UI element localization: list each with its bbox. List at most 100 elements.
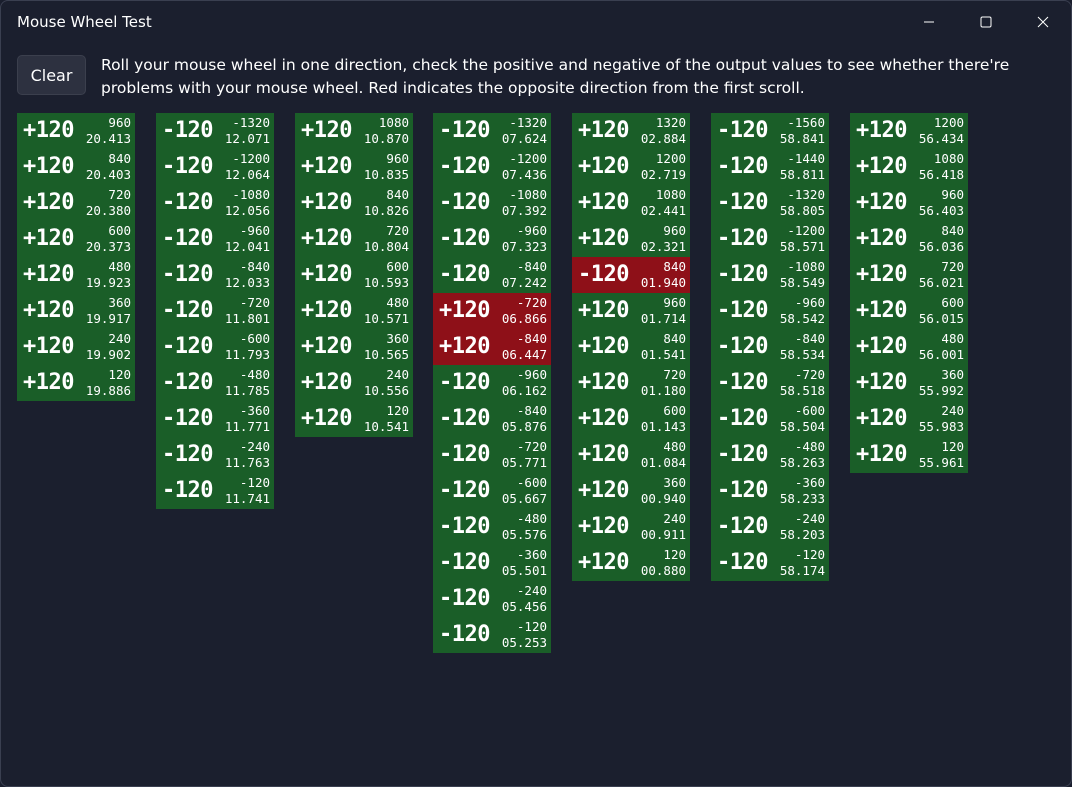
entry-time: 12.071 [224, 131, 270, 146]
scroll-entry: +120 1200 56.434 [850, 113, 968, 149]
scroll-entry: -120 -840 05.876 [433, 401, 551, 437]
entry-total: 1200 [933, 115, 964, 130]
scroll-entry: -120 -1560 58.841 [711, 113, 829, 149]
entry-delta: +120 [301, 298, 352, 323]
entry-total: 720 [108, 187, 131, 202]
entry-time: 12.033 [224, 275, 270, 290]
entry-delta: +120 [578, 478, 629, 503]
entry-total: 720 [663, 367, 686, 382]
scroll-entry: -120 -1080 58.549 [711, 257, 829, 293]
scroll-entry: +120 240 19.902 [17, 329, 135, 365]
entry-delta: +120 [301, 334, 352, 359]
entry-time: 00.940 [640, 491, 686, 506]
entry-delta: -120 [717, 190, 768, 215]
entry-time: 58.811 [779, 167, 825, 182]
entry-delta: -120 [162, 442, 213, 467]
entry-total: 1320 [655, 115, 686, 130]
entry-time: 11.763 [224, 455, 270, 470]
entry-total: -1200 [509, 151, 547, 166]
entry-time: 02.884 [640, 131, 686, 146]
scroll-entry: -120 -1200 12.064 [156, 149, 274, 185]
scroll-entry: -120 -720 05.771 [433, 437, 551, 473]
scroll-entry: -120 -960 06.162 [433, 365, 551, 401]
entry-delta: -120 [162, 406, 213, 431]
entry-total: -120 [239, 475, 270, 490]
close-button[interactable] [1015, 1, 1071, 43]
entry-time: 58.805 [779, 203, 825, 218]
scroll-entry: +120 1080 10.870 [295, 113, 413, 149]
scroll-entry: -120 -1320 07.624 [433, 113, 551, 149]
entry-total: 120 [663, 547, 686, 562]
entry-delta: -120 [439, 118, 490, 143]
entry-delta: +120 [23, 262, 74, 287]
title-bar[interactable]: Mouse Wheel Test [1, 1, 1071, 43]
scroll-entry: +120 1200 02.719 [572, 149, 690, 185]
scroll-entry: +120 360 55.992 [850, 365, 968, 401]
scroll-entry: -120 -1080 12.056 [156, 185, 274, 221]
entry-delta: +120 [301, 226, 352, 251]
entry-delta: +120 [301, 406, 352, 431]
entry-total: -360 [794, 475, 825, 490]
entry-time: 58.534 [779, 347, 825, 362]
entry-total: 360 [663, 475, 686, 490]
scroll-entry: +120 360 00.940 [572, 473, 690, 509]
entry-delta: +120 [856, 406, 907, 431]
scroll-entry: -120 -960 12.041 [156, 221, 274, 257]
entry-time: 07.392 [501, 203, 547, 218]
scroll-entry: -120 -360 11.771 [156, 401, 274, 437]
entry-time: 00.880 [640, 563, 686, 578]
entry-time: 05.501 [501, 563, 547, 578]
entry-time: 10.593 [363, 275, 409, 290]
scroll-entry: -120 -600 05.667 [433, 473, 551, 509]
entry-delta: -120 [717, 118, 768, 143]
entry-total: 120 [941, 439, 964, 454]
entry-total: -960 [239, 223, 270, 238]
scroll-entry: -120 -840 12.033 [156, 257, 274, 293]
entry-time: 58.203 [779, 527, 825, 542]
minimize-button[interactable] [901, 1, 957, 43]
maximize-button[interactable] [958, 1, 1014, 43]
scroll-entry: +120 120 10.541 [295, 401, 413, 437]
entry-total: -1320 [787, 187, 825, 202]
scroll-entry: -120 -600 11.793 [156, 329, 274, 365]
entry-delta: -120 [439, 226, 490, 251]
entry-delta: -120 [717, 298, 768, 323]
entry-time: 55.992 [918, 383, 964, 398]
entry-total: 360 [108, 295, 131, 310]
entry-total: 360 [386, 331, 409, 346]
entry-total: 1200 [655, 151, 686, 166]
scroll-entry: -120 -840 07.242 [433, 257, 551, 293]
entry-total: 840 [941, 223, 964, 238]
entry-total: -240 [239, 439, 270, 454]
entry-total: 480 [663, 439, 686, 454]
entry-delta: +120 [301, 190, 352, 215]
entry-time: 58.233 [779, 491, 825, 506]
entry-time: 19.886 [85, 383, 131, 398]
entry-delta: +120 [856, 118, 907, 143]
entry-time: 55.961 [918, 455, 964, 470]
entry-delta: -120 [162, 190, 213, 215]
entry-total: -1080 [232, 187, 270, 202]
entry-delta: +120 [578, 226, 629, 251]
clear-button[interactable]: Clear [17, 55, 86, 95]
entry-total: 600 [386, 259, 409, 274]
entry-time: 58.841 [779, 131, 825, 146]
entry-time: 56.403 [918, 203, 964, 218]
entry-delta: +120 [578, 550, 629, 575]
scroll-entry: -120 -240 11.763 [156, 437, 274, 473]
scroll-entry: +120 720 56.021 [850, 257, 968, 293]
entry-total: 960 [386, 151, 409, 166]
entry-time: 06.447 [501, 347, 547, 362]
entry-delta: -120 [439, 406, 490, 431]
entry-total: 600 [663, 403, 686, 418]
entry-time: 11.801 [224, 311, 270, 326]
scroll-column: -120 -1320 07.624 -120 -1200 07.436 -120 -1080 0… [433, 113, 551, 653]
scroll-entry: +120 1320 02.884 [572, 113, 690, 149]
entry-delta: -120 [717, 262, 768, 287]
scroll-entry: -120 -1440 58.811 [711, 149, 829, 185]
entry-total: -1080 [509, 187, 547, 202]
entry-delta: -120 [439, 586, 490, 611]
entry-time: 07.323 [501, 239, 547, 254]
entry-time: 56.021 [918, 275, 964, 290]
entry-time: 20.380 [85, 203, 131, 218]
